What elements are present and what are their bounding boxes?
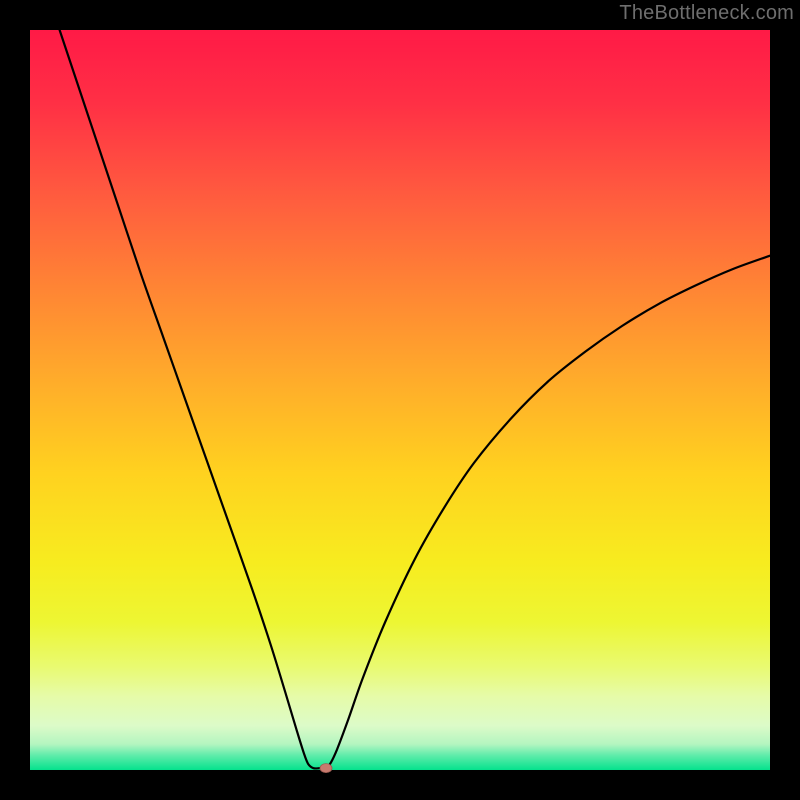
bottleneck-chart	[0, 0, 800, 800]
chart-container: TheBottleneck.com	[0, 0, 800, 800]
chart-plot-background	[30, 30, 770, 770]
optimal-point-marker	[320, 764, 332, 773]
watermark-label: TheBottleneck.com	[619, 2, 794, 25]
